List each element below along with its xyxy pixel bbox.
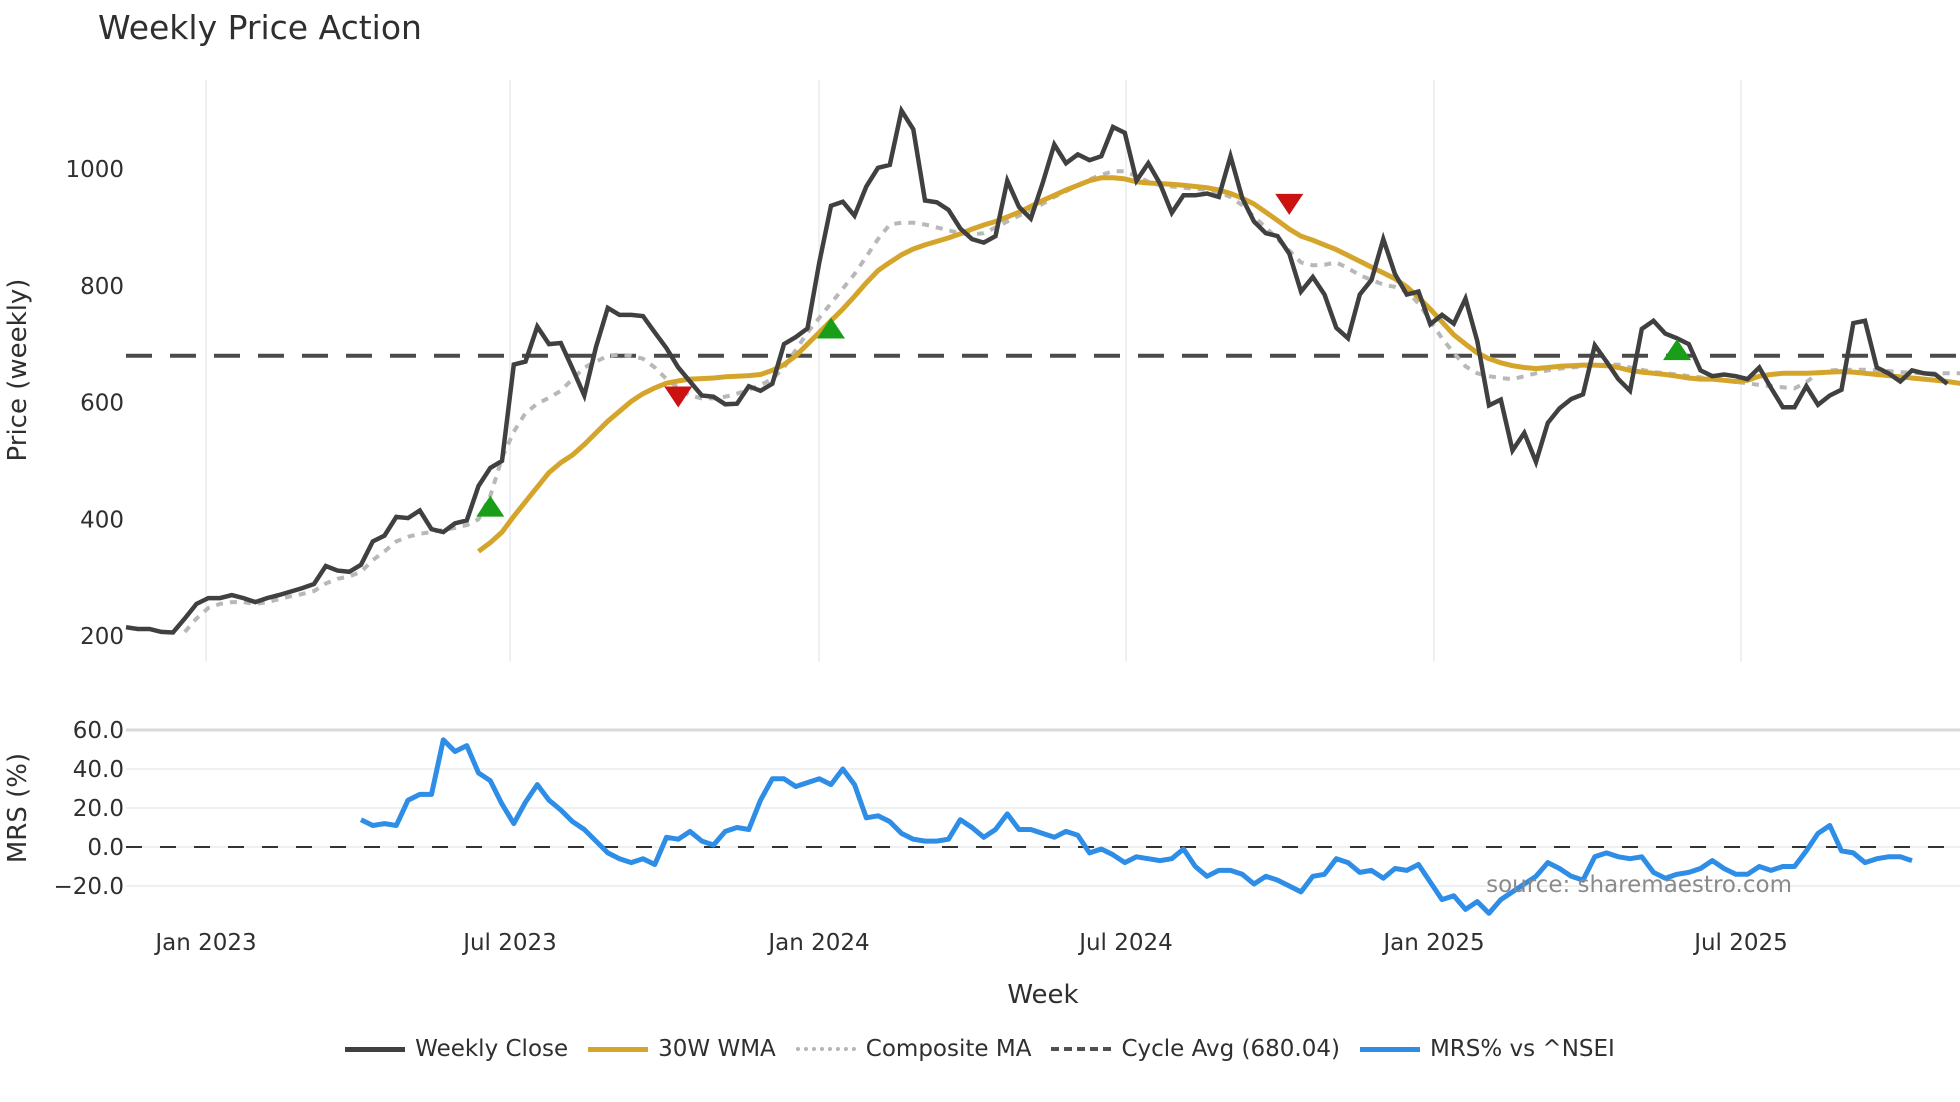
x-tick-label: Jan 2023	[153, 930, 256, 956]
mrs-y-tick: 60.0	[73, 718, 124, 744]
legend-item-weekly-close[interactable]: Weekly Close	[345, 1036, 568, 1062]
legend-swatch-30w-wma	[588, 1046, 649, 1052]
legend-item-composite-ma[interactable]: Composite MA	[795, 1036, 1032, 1062]
buy-signal-up-triangle-icon	[1663, 339, 1691, 361]
legend-label: MRS% vs ^NSEI	[1429, 1036, 1615, 1062]
legend-label: Weekly Close	[415, 1036, 569, 1062]
mrs-y-tick: 20.0	[73, 796, 124, 822]
x-tick-label: Jan 2025	[1381, 930, 1484, 956]
legend-label: Cycle Avg (680.04)	[1121, 1036, 1340, 1062]
wma-30w-line	[477, 175, 1960, 554]
price-y-tick: 600	[80, 391, 124, 417]
mrs-y-tick: 0.0	[87, 835, 124, 861]
mrs-y-tick: 40.0	[73, 757, 124, 783]
legend-item-cycle-avg[interactable]: Cycle Avg (680.04)	[1051, 1036, 1340, 1062]
price-y-tick: 200	[80, 624, 124, 650]
source-watermark: source: sharemaestro.com	[1486, 872, 1792, 898]
mrs-y-axis-title: MRS (%)	[3, 753, 33, 863]
price-y-tick: 800	[80, 274, 124, 300]
legend-swatch-mrs	[1359, 1046, 1420, 1052]
legend-item-30w-wma[interactable]: 30W WMA	[588, 1036, 776, 1062]
sell-signal-down-triangle-icon	[1275, 193, 1304, 215]
price-y-axis-title: Price (weekly)	[3, 279, 33, 462]
x-tick-label: Jan 2024	[766, 930, 869, 956]
legend-label: 30W WMA	[658, 1036, 776, 1062]
x-tick-label: Jul 2024	[1077, 930, 1173, 956]
price-y-tick: 1000	[65, 157, 124, 183]
x-tick-label: Jul 2025	[1692, 930, 1788, 956]
legend-label: Composite MA	[865, 1036, 1032, 1062]
mrs-line	[359, 737, 1913, 916]
x-axis-title: Week	[1007, 980, 1078, 1010]
mrs-y-tick: −20.0	[54, 874, 124, 900]
legend-swatch-composite-ma	[795, 1047, 856, 1051]
price-y-tick: 400	[80, 507, 124, 533]
x-tick-label: Jul 2023	[461, 930, 557, 956]
legend-swatch-cycle-avg	[1051, 1047, 1112, 1051]
composite-ma-line	[183, 169, 1960, 634]
legend-swatch-weekly-close	[345, 1046, 406, 1052]
buy-signal-up-triangle-icon	[817, 317, 845, 339]
buy-signal-up-triangle-icon	[476, 495, 505, 517]
sell-signal-down-triangle-icon	[664, 386, 693, 408]
legend: Weekly Close 30W WMA Composite MA Cycle …	[0, 1036, 1960, 1062]
chart-title: Weekly Price Action	[98, 8, 422, 47]
weekly-close-line	[125, 104, 1949, 635]
legend-item-mrs[interactable]: MRS% vs ^NSEI	[1359, 1036, 1615, 1062]
